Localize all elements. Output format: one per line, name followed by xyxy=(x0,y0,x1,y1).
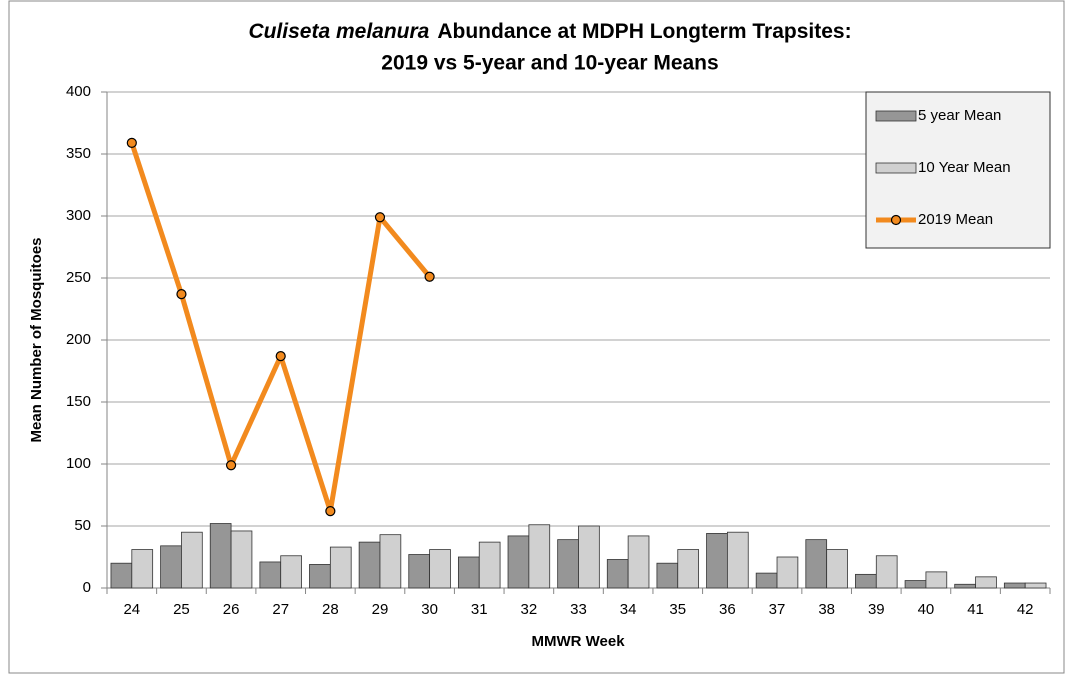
bar xyxy=(110,562,133,589)
bar xyxy=(578,525,600,589)
marker xyxy=(126,137,137,148)
bar xyxy=(975,576,997,589)
bar xyxy=(875,555,898,589)
bar xyxy=(329,546,352,589)
marker xyxy=(275,351,286,362)
marker xyxy=(325,506,336,517)
title-italic: Culiseta melanura xyxy=(248,20,429,43)
x-tick-label: 29 xyxy=(372,601,389,618)
marker xyxy=(374,212,386,223)
bar xyxy=(755,572,778,589)
y-tick-label: 200 xyxy=(66,331,91,348)
bar xyxy=(557,539,579,589)
bar xyxy=(855,573,877,589)
bar xyxy=(209,523,232,589)
y-tick-label: 400 xyxy=(66,83,91,100)
legend-swatch xyxy=(875,110,917,122)
x-tick-label: 25 xyxy=(173,601,190,618)
x-tick-label: 37 xyxy=(769,601,786,618)
x-tick-label: 39 xyxy=(868,601,885,618)
bar xyxy=(726,531,749,589)
y-tick-label: 300 xyxy=(66,207,91,224)
bar xyxy=(358,541,381,589)
bar xyxy=(904,580,927,589)
legend-label: 2019 Mean xyxy=(918,211,993,228)
x-tick-label: 24 xyxy=(123,601,140,618)
legend-label: 10 Year Mean xyxy=(918,159,1011,176)
bar xyxy=(606,559,629,589)
x-tick-label: 38 xyxy=(818,601,835,618)
y-tick-label: 0 xyxy=(83,579,91,596)
bar xyxy=(259,561,282,589)
marker xyxy=(176,289,187,300)
bar xyxy=(656,562,679,589)
bar xyxy=(507,535,530,589)
x-tick-label: 32 xyxy=(521,601,538,618)
x-tick-label: 41 xyxy=(967,601,984,618)
bar xyxy=(309,564,331,589)
legend-label: 5 year Mean xyxy=(918,107,1001,124)
frame xyxy=(8,0,1065,674)
y-tick-label: 150 xyxy=(66,393,91,410)
y-tick-label: 50 xyxy=(74,517,91,534)
bar xyxy=(826,549,848,589)
bar xyxy=(776,556,799,589)
chart-subtitle: 2019 vs 5-year and 10-year Means xyxy=(381,52,718,75)
x-tick-label: 40 xyxy=(918,601,935,618)
bar xyxy=(478,541,501,589)
bar xyxy=(280,555,302,589)
x-tick-label: 42 xyxy=(1017,601,1034,618)
bar xyxy=(160,545,182,589)
bar xyxy=(379,534,402,589)
chart-title: Culiseta melanura Abundance at MDPH Longt… xyxy=(248,20,851,43)
y-tick-label: 100 xyxy=(66,455,91,472)
bar xyxy=(131,549,154,589)
bar xyxy=(706,533,728,589)
legend-marker xyxy=(890,214,902,226)
y-tick-label: 350 xyxy=(66,145,91,162)
bar xyxy=(1003,582,1026,589)
y-axis-title: Mean Number of Mosquitoes xyxy=(28,237,45,442)
bar xyxy=(230,530,253,589)
bar xyxy=(181,531,203,589)
bar xyxy=(925,571,948,589)
y-tick-label: 250 xyxy=(66,269,91,286)
x-axis-title: MMWR Week xyxy=(531,633,625,650)
title-rest: Abundance at MDPH Longterm Trapsites: xyxy=(437,20,851,43)
x-tick-label: 28 xyxy=(322,601,339,618)
bar xyxy=(528,524,551,589)
bar xyxy=(457,556,480,589)
x-tick-label: 27 xyxy=(272,601,289,618)
bar xyxy=(954,583,976,589)
legend-swatch xyxy=(875,162,917,174)
x-tick-label: 26 xyxy=(223,601,240,618)
bar xyxy=(627,535,650,589)
marker xyxy=(424,271,435,282)
x-tick-label: 31 xyxy=(471,601,488,618)
x-tick-label: 33 xyxy=(570,601,587,618)
line xyxy=(129,142,432,514)
x-tick-label: 34 xyxy=(620,601,637,618)
x-tick-label: 35 xyxy=(669,601,686,618)
bar xyxy=(1024,582,1047,589)
bar xyxy=(408,554,431,589)
bar xyxy=(805,539,828,589)
x-tick-label: 36 xyxy=(719,601,736,618)
x-tick-label: 30 xyxy=(421,601,438,618)
bar xyxy=(677,549,700,589)
bar xyxy=(429,549,451,589)
marker xyxy=(225,460,237,471)
